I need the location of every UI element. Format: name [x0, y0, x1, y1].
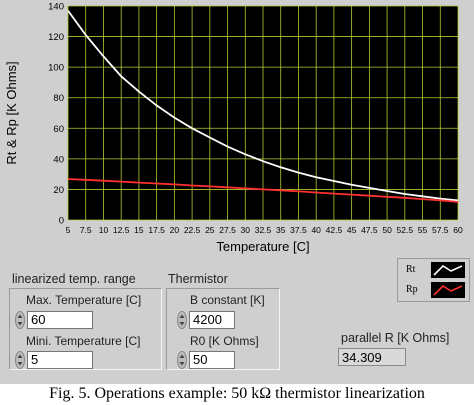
resistance-plot: 5 7.5 10 12.5 15 17.5 20 22.5 25 27.5 30 32.5 35 37.5…: [4, 2, 463, 255]
mini-temp-spinner-icon[interactable]: [15, 351, 25, 369]
range-group-box: [9, 288, 162, 370]
legend-label-rt: Rt: [406, 264, 416, 275]
legend-swatch-rt: [431, 262, 465, 278]
y-axis-label: Rt & Rp [K Ohms]: [4, 61, 19, 164]
x-tick-label: 52.5: [397, 225, 414, 235]
y-tick-label: 80: [53, 93, 64, 104]
legend-swatch-rp: [431, 282, 465, 298]
r0-label: R0 [K Ohms]: [190, 334, 259, 348]
parallel-r-label: parallel R [K Ohms]: [341, 331, 450, 345]
x-tick-label: 32.5: [255, 225, 272, 235]
x-tick-label: 25: [205, 225, 215, 235]
r0-input[interactable]: [189, 351, 235, 369]
x-tick-label: 22.5: [184, 225, 201, 235]
x-tick-label: 47.5: [361, 225, 378, 235]
range-group-label: linearized temp. range: [12, 272, 136, 286]
x-axis-label: Temperature [C]: [216, 239, 309, 254]
y-tick-label: 140: [48, 2, 64, 13]
legend-item-rp: Rp: [398, 280, 469, 300]
b-constant-input[interactable]: [189, 311, 235, 329]
x-tick-label: 50: [382, 225, 392, 235]
x-tick-label: 30: [241, 225, 251, 235]
plot-legend: Rt Rp: [397, 258, 470, 302]
legend-item-rt: Rt: [398, 260, 469, 280]
x-tick-label: 10: [99, 225, 109, 235]
x-tick-label: 20: [170, 225, 180, 235]
x-tick-label: 45: [347, 225, 357, 235]
thermistor-group-label: Thermistor: [168, 272, 228, 286]
y-tick-label: 20: [53, 185, 64, 196]
y-tick-label: 100: [48, 63, 64, 74]
b-constant-label: B constant [K]: [190, 293, 265, 307]
r0-spinner-icon[interactable]: [177, 351, 187, 369]
x-tick-label: 5: [66, 225, 71, 235]
thermistor-group-box: [166, 288, 280, 370]
x-tick-label: 12.5: [113, 225, 130, 235]
x-tick-label: 60: [453, 225, 463, 235]
max-temp-input[interactable]: [27, 311, 93, 329]
x-tick-label: 15: [134, 225, 144, 235]
x-tick-label: 37.5: [290, 225, 307, 235]
x-tick-label: 57.5: [432, 225, 449, 235]
x-tick-label: 35: [276, 225, 286, 235]
x-tick-label: 55: [418, 225, 428, 235]
mini-temp-label: Mini. Temperature [C]: [26, 334, 141, 348]
max-temp-label: Max. Temperature [C]: [26, 293, 142, 307]
mini-temp-input[interactable]: [27, 351, 93, 369]
series-line-rp: [67, 178, 459, 203]
b-constant-spinner-icon[interactable]: [177, 311, 187, 329]
x-tick-label: 27.5: [219, 225, 236, 235]
plot-curves: [67, 10, 459, 203]
plot-grid: [67, 5, 459, 221]
y-tick-label: 0: [59, 216, 64, 227]
max-temp-spinner-icon[interactable]: [15, 311, 25, 329]
y-tick-labels: 0 20 40 60 80 100 120 140: [48, 2, 64, 227]
y-tick-label: 60: [53, 124, 64, 135]
legend-label-rp: Rp: [406, 284, 418, 295]
x-tick-label: 17.5: [148, 225, 165, 235]
x-tick-labels: 5 7.5 10 12.5 15 17.5 20 22.5 25 27.5 30 32.5 35 37.5…: [66, 225, 463, 235]
x-tick-label: 40: [311, 225, 321, 235]
figure-caption: Fig. 5. Operations example: 50 kΩ thermi…: [49, 385, 425, 402]
y-tick-label: 40: [53, 154, 64, 165]
y-tick-label: 120: [48, 32, 64, 43]
parallel-r-indicator: 34.309: [338, 348, 406, 366]
instrument-panel: 5 7.5 10 12.5 15 17.5 20 22.5 25 27.5 30 32.5 35 37.5…: [0, 0, 474, 384]
x-tick-label: 7.5: [80, 225, 92, 235]
x-tick-label: 42.5: [326, 225, 343, 235]
series-line-rt: [67, 10, 459, 202]
